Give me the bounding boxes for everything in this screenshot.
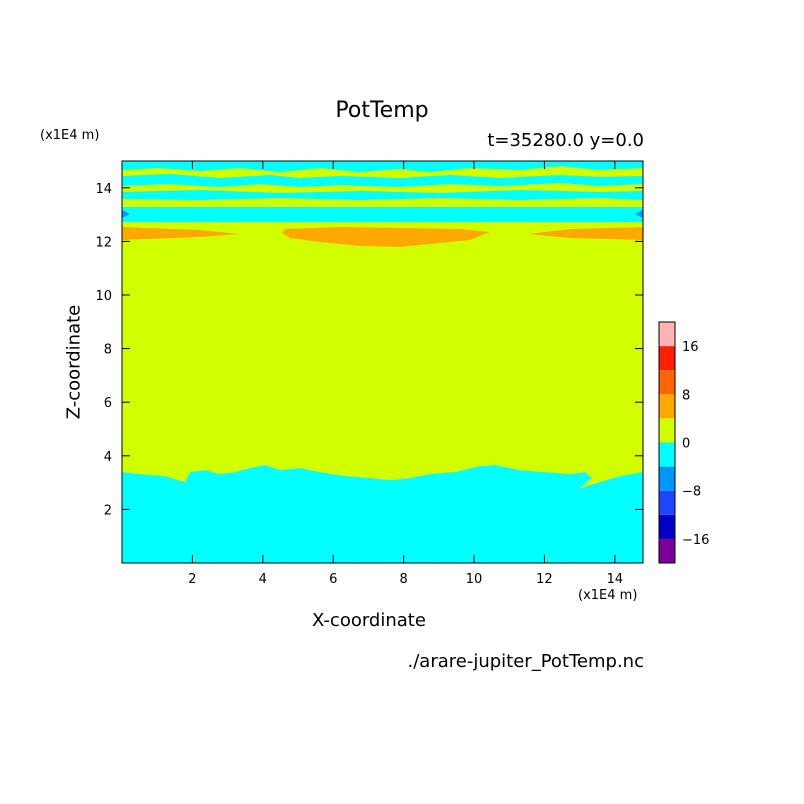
x-tick-label: 14	[607, 572, 624, 587]
colorbar-swatch	[659, 466, 675, 491]
y-axis: 2 4 6 8 10 12 14	[95, 182, 643, 518]
y-tick-label: 4	[104, 450, 112, 465]
chart-title: PotTemp	[335, 98, 429, 123]
x-tick-label: 6	[329, 572, 337, 587]
x-tick-label: 8	[399, 572, 407, 587]
y-tick-label: 8	[104, 343, 112, 358]
region-cool-bottom	[122, 465, 643, 563]
x-axis: 2 4 6 8 10 12 14	[188, 161, 623, 587]
band-cool-4	[122, 207, 643, 222]
source-filename: ./arare-jupiter_PotTemp.nc	[407, 651, 644, 672]
region-warm-mid	[122, 242, 643, 488]
band-cool-3	[122, 190, 643, 200]
band-hot-center	[282, 227, 490, 247]
x-tick-label: 2	[188, 572, 196, 587]
y-tick-label: 14	[95, 182, 112, 197]
y-tick-label: 6	[104, 396, 112, 411]
plot-frame	[121, 160, 644, 564]
colorbar: 16 8 0 −8 −16	[658, 321, 709, 564]
colorbar-swatch	[659, 346, 675, 371]
colorbar-swatch	[659, 418, 675, 443]
colorbar-swatch	[659, 394, 675, 419]
colorbar-swatch	[659, 514, 675, 539]
x-axis-unit: (x1E4 m)	[578, 588, 638, 603]
y-axis-unit: (x1E4 m)	[40, 128, 100, 143]
colorbar-tick-label: 8	[682, 388, 690, 403]
colorbar-swatch	[659, 442, 675, 467]
y-tick-label: 12	[95, 235, 112, 250]
colorbar-swatch	[659, 538, 675, 563]
colorbar-swatch	[659, 490, 675, 515]
band-cool-2	[122, 174, 643, 187]
colorbar-swatch	[659, 370, 675, 395]
band-hot-right	[528, 227, 643, 240]
colorbar-tick-label: 0	[682, 437, 690, 452]
colorbar-tick-label: −8	[682, 485, 701, 500]
band-cool-1	[122, 161, 643, 172]
band-hot-left	[122, 227, 240, 240]
y-tick-label: 10	[95, 289, 112, 304]
y-tick-label: 2	[104, 503, 112, 518]
colorbar-frame	[658, 321, 676, 564]
colorbar-swatch	[659, 322, 675, 347]
chart-subtitle: t=35280.0 y=0.0	[487, 130, 644, 151]
colorbar-tick-label: 16	[682, 340, 699, 355]
colorbar-tick-label: −16	[682, 533, 709, 548]
plot-area	[122, 161, 643, 563]
x-tick-label: 10	[466, 572, 483, 587]
x-tick-label: 12	[536, 572, 553, 587]
x-tick-label: 4	[259, 572, 267, 587]
x-axis-label: X-coordinate	[312, 610, 426, 631]
